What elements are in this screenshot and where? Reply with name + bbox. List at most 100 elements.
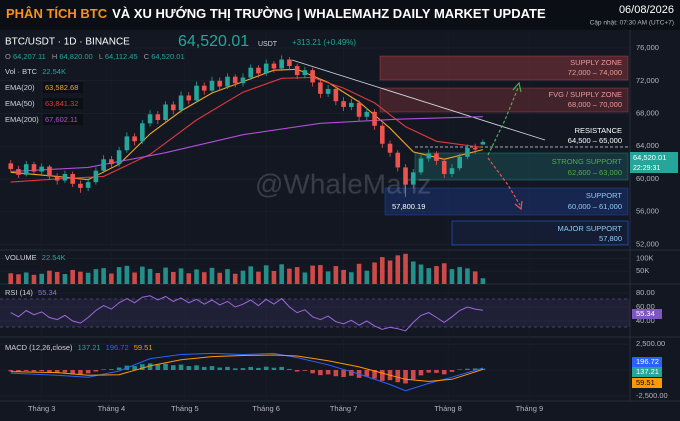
macd-tag bbox=[632, 357, 662, 367]
macd-histogram-bar bbox=[47, 370, 52, 373]
candle-body bbox=[457, 156, 463, 169]
zone-title: SUPPLY ZONE bbox=[570, 58, 622, 67]
candle-body bbox=[287, 59, 292, 67]
macd-histogram-bar bbox=[318, 370, 323, 376]
volume-bar bbox=[318, 265, 323, 284]
volume-bar bbox=[449, 269, 455, 284]
macd-histogram-bar bbox=[209, 366, 215, 370]
volume-bar bbox=[209, 267, 215, 284]
candle-body bbox=[349, 102, 354, 107]
header-title: PHÂN TÍCH BTC VÀ XU HƯỚNG THỊ TRƯỜNG | WH… bbox=[6, 6, 546, 21]
candle-body bbox=[318, 82, 323, 94]
volume-bar bbox=[140, 266, 145, 284]
bull-arrow bbox=[487, 87, 519, 156]
header-date: 06/08/2026 bbox=[619, 4, 674, 16]
macd-histogram-bar bbox=[101, 369, 106, 370]
macd-value: 196.72 bbox=[106, 343, 129, 352]
candle-body bbox=[170, 104, 176, 111]
ema-value: 67,602.11 bbox=[45, 115, 78, 124]
macd-tag-value: 196.72 bbox=[636, 357, 659, 366]
macd-histogram-bar bbox=[116, 367, 122, 370]
candle-body bbox=[93, 170, 99, 183]
macd-histogram-bar bbox=[341, 370, 346, 378]
candle-body bbox=[194, 85, 199, 101]
x-tick-label: Tháng 9 bbox=[516, 404, 544, 413]
volume-bar bbox=[310, 265, 315, 284]
ohlc-value: 64,820.00 bbox=[59, 52, 92, 61]
arrow-head bbox=[512, 81, 522, 93]
y-tick-label: 2,500.00 bbox=[636, 339, 665, 348]
volume-bar bbox=[341, 269, 346, 284]
candle-body bbox=[147, 114, 153, 124]
volume-bar bbox=[271, 270, 277, 284]
candle-body bbox=[271, 63, 277, 69]
volume-bar bbox=[294, 267, 300, 284]
candle-body bbox=[379, 125, 385, 144]
macd-histogram-bar bbox=[349, 370, 354, 376]
volume-bar bbox=[85, 272, 91, 284]
volume-bar bbox=[434, 266, 439, 284]
signal-value: 59.51 bbox=[134, 343, 153, 352]
title-rest: VÀ XU HƯỚNG THỊ TRƯỜNG | WHALEMAHZ DAILY… bbox=[112, 6, 546, 21]
hist-tag-value: 137.21 bbox=[636, 367, 659, 376]
volume-bar bbox=[186, 273, 192, 284]
candle-body bbox=[333, 88, 339, 102]
y-tick-label: 76,000 bbox=[636, 43, 659, 52]
title-highlight: PHÂN TÍCH BTC bbox=[6, 6, 108, 21]
candle-body bbox=[47, 166, 52, 177]
vol-legend: Vol · BTC 22.54K bbox=[5, 67, 66, 76]
volume-bar bbox=[62, 274, 68, 284]
volume-bar bbox=[356, 263, 362, 284]
macd-histogram-bar bbox=[109, 369, 114, 370]
volume-bar bbox=[333, 266, 339, 284]
ema-name: EMA(50) bbox=[5, 99, 35, 108]
currency: USDT bbox=[258, 41, 278, 48]
macd-histogram-bar bbox=[403, 370, 408, 384]
ema-value-bg bbox=[43, 82, 83, 93]
hist-tag bbox=[632, 367, 662, 377]
candle-body bbox=[403, 167, 408, 185]
zone-title: RESISTANCE bbox=[575, 126, 622, 135]
volume-bar bbox=[403, 253, 408, 284]
macd-histogram-bar bbox=[271, 367, 277, 370]
volume-bar bbox=[240, 270, 246, 284]
macd-histogram-bar bbox=[201, 366, 207, 370]
zone-range: 68,000 – 70,000 bbox=[568, 100, 622, 109]
y-tick-label: -2,500.00 bbox=[636, 391, 668, 400]
macd-histogram-bar bbox=[465, 368, 470, 370]
candle-body bbox=[140, 123, 145, 142]
macd-histogram-bar bbox=[287, 368, 292, 370]
macd-hist-value: 137.21 bbox=[78, 343, 101, 352]
volume-bar bbox=[8, 273, 14, 284]
macd-histogram-bar bbox=[23, 370, 29, 371]
change: +313.21 (+0.49%) bbox=[292, 38, 356, 47]
volume-bar bbox=[93, 269, 99, 284]
macd-histogram-bar bbox=[140, 364, 145, 370]
price-tag bbox=[630, 152, 678, 173]
candle-body bbox=[201, 85, 207, 91]
rsi-tag-value: 55.34 bbox=[636, 309, 655, 318]
macd-histogram-bar bbox=[217, 367, 223, 370]
y-tick-label: 40.00 bbox=[636, 316, 655, 325]
zone-box bbox=[379, 55, 629, 81]
candle-body bbox=[325, 88, 331, 94]
zone-range: 72,000 – 74,000 bbox=[568, 68, 622, 77]
rsi-legend: RSI (14) 55.34 bbox=[5, 288, 57, 297]
macd-histogram-bar bbox=[170, 365, 176, 370]
candle-body bbox=[364, 111, 370, 117]
volume-bar bbox=[325, 271, 331, 284]
y-tick-label: 52,000 bbox=[636, 239, 659, 248]
ohlc-value: 64,112.45 bbox=[105, 52, 138, 61]
y-tick-label: 80.00 bbox=[636, 288, 655, 297]
candle-body bbox=[78, 183, 83, 188]
macd-histogram-bar bbox=[480, 368, 486, 370]
ohlc-key: O bbox=[5, 52, 11, 61]
candle-body bbox=[85, 182, 91, 188]
ema-line bbox=[10, 76, 483, 183]
y-tick-label: 64,000 bbox=[636, 141, 659, 150]
volume-bar bbox=[178, 268, 184, 284]
ema-value: 63,841.32 bbox=[45, 99, 78, 108]
zone-range: 60,000 – 61,000 bbox=[568, 202, 622, 211]
candle-body bbox=[240, 77, 246, 84]
ema-value: 63,582.68 bbox=[45, 83, 78, 92]
